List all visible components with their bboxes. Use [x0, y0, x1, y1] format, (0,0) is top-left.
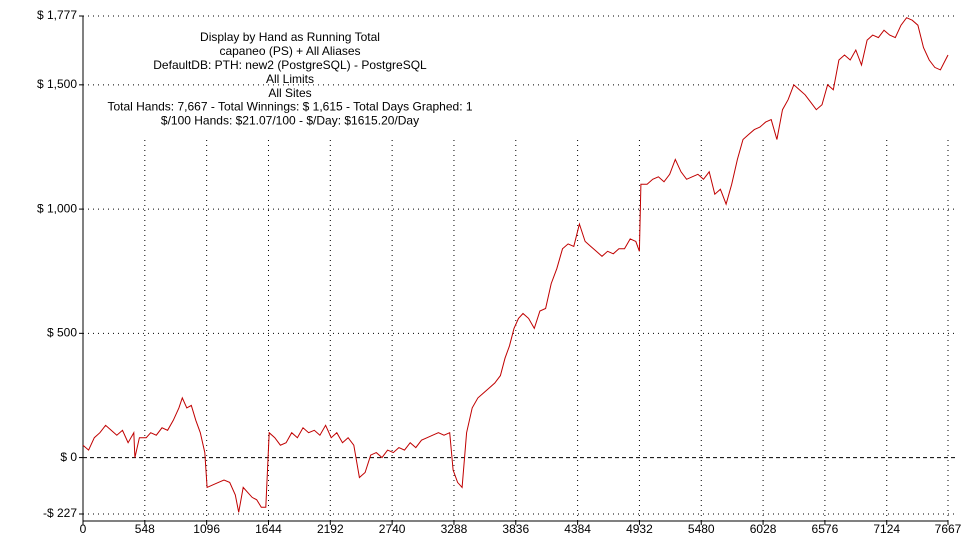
- x-tick-label: 2192: [317, 522, 344, 536]
- x-tick-label: 4384: [564, 522, 591, 536]
- x-tick-label: 548: [135, 522, 155, 536]
- y-tick-label: $ 1,500: [37, 77, 77, 91]
- x-tick-label: 3836: [502, 522, 529, 536]
- y-tick-label: $ 1,000: [37, 201, 77, 215]
- x-tick-label: 4932: [626, 522, 653, 536]
- running-total-line: [82, 17, 949, 513]
- x-tick-label: 1096: [193, 522, 220, 536]
- x-tick-label: 7124: [873, 522, 900, 536]
- y-tick-label: -$ 227: [43, 506, 77, 520]
- x-tick-label: 6576: [812, 522, 839, 536]
- x-tick-label: 6028: [750, 522, 777, 536]
- x-tick-label: 7667: [935, 522, 962, 536]
- header-line: DefaultDB: PTH: new2 (PostgreSQL) - Post…: [153, 58, 427, 72]
- header-line: All Limits: [266, 72, 314, 86]
- y-tick-label: $ 500: [47, 326, 77, 340]
- header-line: $/100 Hands: $21.07/100 - $/Day: $1615.2…: [161, 114, 419, 128]
- header-line: Total Hands: 7,667 - Total Winnings: $ 1…: [107, 100, 472, 114]
- y-tick-label: $ 1,777: [37, 8, 77, 22]
- x-tick-label: 5480: [688, 522, 715, 536]
- x-tick-label: 2740: [379, 522, 406, 536]
- header-line: All Sites: [268, 86, 311, 100]
- y-tick-label: $ 0: [60, 450, 77, 464]
- header-line: capaneo (PS) + All Aliases: [219, 44, 360, 58]
- x-tick-label: 3288: [441, 522, 468, 536]
- x-tick-label: 0: [80, 522, 87, 536]
- x-tick-label: 1644: [255, 522, 282, 536]
- header-line: Display by Hand as Running Total: [200, 30, 380, 44]
